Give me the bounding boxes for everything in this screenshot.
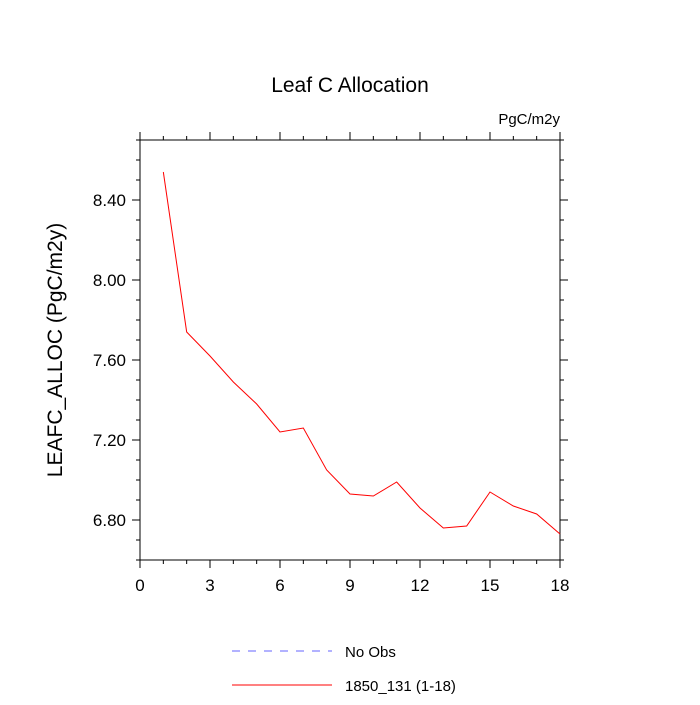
units-label: PgC/m2y bbox=[498, 111, 560, 128]
y-tick-label: 7.20 bbox=[93, 431, 126, 450]
legend: No Obs 1850_131 (1-18) bbox=[232, 644, 456, 695]
x-tick-label: 18 bbox=[551, 576, 570, 595]
x-tick-label: 3 bbox=[205, 576, 214, 595]
y-tick-label: 8.40 bbox=[93, 191, 126, 210]
x-tick-label: 15 bbox=[481, 576, 500, 595]
axis-ticks: 0 3 6 9 12 15 18 6.80 7.20 7.60 8.00 8.40 bbox=[93, 132, 570, 595]
x-tick-label: 0 bbox=[135, 576, 144, 595]
y-tick-label: 7.60 bbox=[93, 351, 126, 370]
series-line-1 bbox=[162, 171, 561, 535]
y-tick-label: 8.00 bbox=[93, 271, 126, 290]
x-tick-label: 9 bbox=[345, 576, 354, 595]
legend-label-0: No Obs bbox=[345, 644, 396, 661]
chart-title: Leaf C Allocation bbox=[271, 74, 429, 97]
series-layer bbox=[162, 171, 561, 535]
legend-label-1: 1850_131 (1-18) bbox=[345, 678, 456, 695]
y-axis-label: LEAFC_ALLOC (PgC/m2y) bbox=[44, 223, 67, 477]
plot-frame bbox=[139, 139, 561, 561]
y-tick-label: 6.80 bbox=[93, 511, 126, 530]
x-tick-label: 12 bbox=[411, 576, 430, 595]
x-tick-label: 6 bbox=[275, 576, 284, 595]
